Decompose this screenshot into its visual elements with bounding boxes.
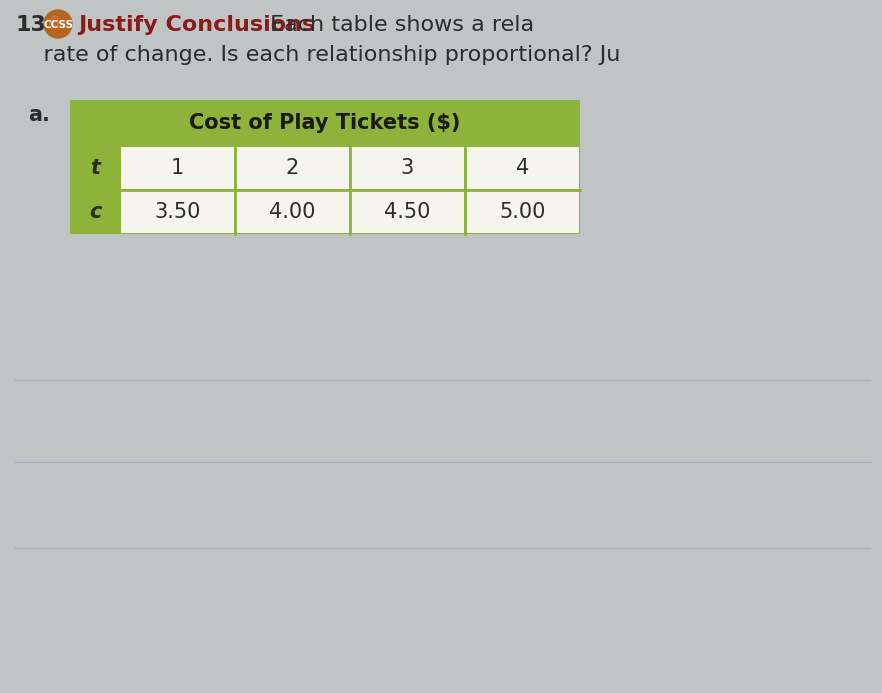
Text: Each table shows a rela: Each table shows a rela [263,15,534,35]
Text: c: c [89,202,101,222]
Text: CCSS: CCSS [43,20,73,30]
Text: 4: 4 [516,158,529,178]
Bar [466,147,579,189]
Text: 2: 2 [286,158,299,178]
Circle shape [44,10,72,38]
Text: 3.50: 3.50 [154,202,201,222]
Text: a.: a. [28,105,50,125]
Text: 13.: 13. [15,15,55,35]
Bar [351,147,464,189]
Text: 4.00: 4.00 [269,202,316,222]
Text: t: t [90,158,100,178]
Bar [466,191,579,233]
Bar [236,191,349,233]
Text: 5.00: 5.00 [499,202,546,222]
Text: 4.50: 4.50 [385,202,430,222]
Bar [351,191,464,233]
Bar [236,147,349,189]
Text: 3: 3 [401,158,415,178]
Text: Justify Conclusions: Justify Conclusions [78,15,315,35]
Text: Cost of Play Tickets ($): Cost of Play Tickets ($) [190,113,460,133]
Text: rate of change. Is each relationship proportional? Ju: rate of change. Is each relationship pro… [15,45,620,65]
Text: 1: 1 [171,158,184,178]
Bar [121,147,234,189]
Bar [70,100,580,234]
Circle shape [50,16,60,26]
Bar [121,191,234,233]
